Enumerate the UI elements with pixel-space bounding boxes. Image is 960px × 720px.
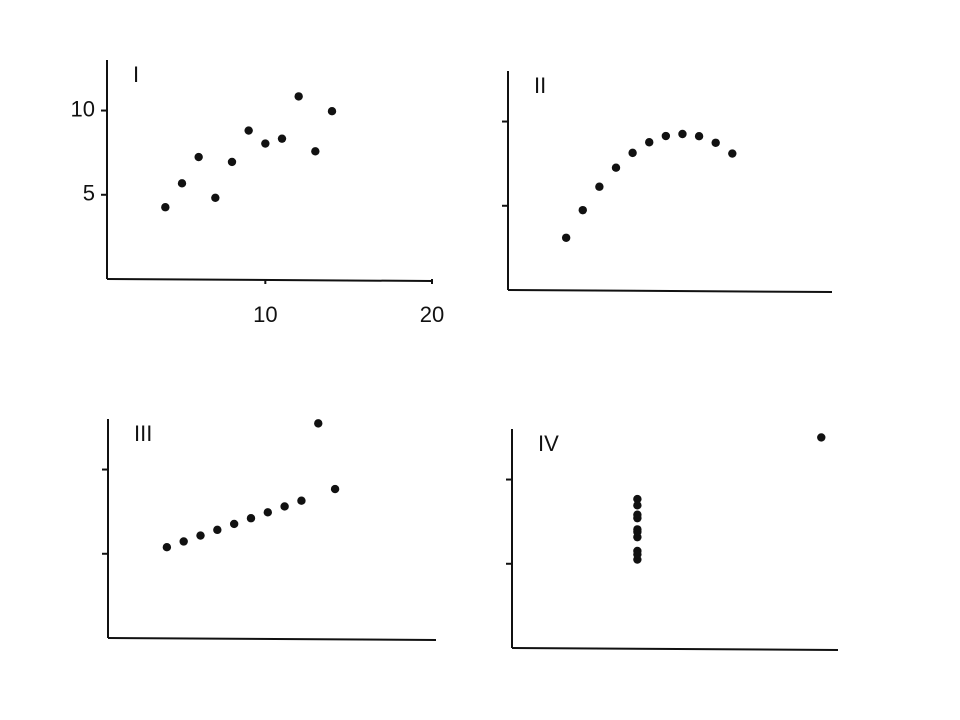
panel-title: II	[534, 73, 546, 98]
point	[311, 147, 320, 156]
point	[661, 131, 671, 141]
point	[294, 92, 303, 101]
point	[211, 193, 220, 203]
point	[263, 508, 272, 517]
point	[213, 525, 222, 535]
point	[595, 182, 604, 191]
point	[229, 519, 239, 529]
point	[297, 496, 306, 505]
point	[578, 205, 587, 215]
panel-title: III	[134, 421, 152, 446]
point	[179, 537, 188, 546]
y-tick-label: 10	[71, 96, 95, 121]
x-axis	[511, 647, 839, 651]
x-axis	[106, 278, 433, 282]
panel-title: I	[133, 62, 139, 87]
point	[161, 203, 170, 212]
point	[244, 126, 253, 135]
point	[694, 131, 704, 141]
point	[645, 138, 654, 147]
point	[194, 152, 203, 162]
x-axis	[107, 637, 437, 641]
point	[633, 494, 642, 504]
point	[280, 502, 289, 511]
point	[246, 514, 256, 523]
point	[277, 134, 287, 143]
point	[561, 233, 571, 242]
panel-title: IV	[538, 431, 559, 456]
point	[628, 148, 637, 158]
point	[633, 527, 642, 537]
x-tick-label: 10	[253, 302, 277, 327]
point	[633, 510, 642, 519]
point	[327, 107, 337, 116]
point	[162, 542, 172, 552]
point	[711, 138, 720, 147]
x-axis	[507, 289, 833, 293]
point	[633, 550, 642, 559]
x-tick-label: 20	[420, 302, 444, 327]
point	[817, 433, 826, 442]
point	[227, 157, 237, 167]
point	[330, 484, 340, 494]
point	[177, 179, 187, 188]
y-tick-label: 5	[83, 181, 95, 206]
point	[728, 149, 737, 158]
point	[314, 419, 323, 428]
point	[196, 531, 205, 540]
point	[678, 129, 687, 139]
point	[261, 139, 270, 148]
point	[633, 501, 642, 510]
point	[611, 163, 621, 172]
